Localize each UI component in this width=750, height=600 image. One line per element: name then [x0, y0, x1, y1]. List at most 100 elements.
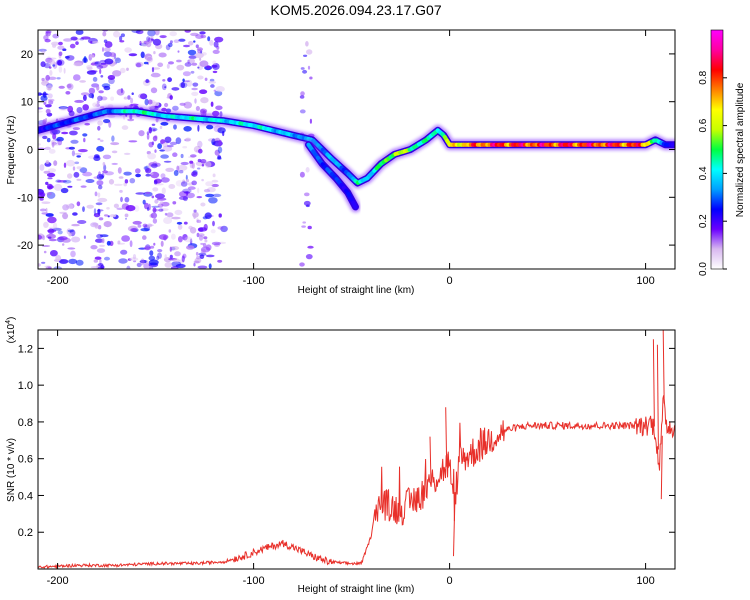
- noise-streak-speckle: [145, 168, 152, 174]
- snr-y-label: SNR (10 * v/v): [6, 438, 17, 502]
- noise-streak-speckle: [300, 67, 305, 70]
- noise-speckle: [169, 141, 178, 146]
- noise-streak-speckle: [306, 49, 313, 55]
- noise-speckle: [163, 160, 172, 163]
- noise-speckle: [199, 89, 208, 94]
- noise-speckle: [67, 173, 73, 179]
- noise-speckle: [179, 102, 186, 106]
- noise-speckle: [191, 91, 199, 96]
- noise-speckle: [165, 167, 175, 172]
- noise-speckle: [68, 110, 75, 117]
- noise-speckle: [160, 208, 164, 212]
- noise-speckle: [102, 31, 107, 37]
- noise-speckle: [169, 40, 173, 44]
- noise-speckle: [160, 173, 166, 179]
- noise-streak-speckle: [45, 104, 52, 108]
- noise-streak-speckle: [197, 75, 204, 80]
- noise-streak-speckle: [194, 98, 197, 104]
- noise-streak-speckle: [95, 202, 103, 206]
- snr-plot-area: [38, 330, 675, 569]
- noise-speckle: [102, 154, 112, 160]
- noise-speckle: [171, 216, 181, 220]
- noise-speckle: [135, 62, 142, 68]
- noise-speckle: [40, 192, 46, 197]
- noise-speckle: [80, 36, 91, 40]
- noise-speckle: [161, 83, 167, 91]
- noise-speckle: [213, 41, 219, 48]
- noise-speckle: [47, 93, 53, 99]
- noise-streak-speckle: [41, 50, 46, 56]
- noise-speckle: [183, 101, 192, 109]
- noise-speckle: [109, 52, 116, 58]
- noise-speckle: [162, 79, 166, 82]
- noise-speckle: [76, 155, 81, 158]
- noise-streak-speckle: [299, 95, 305, 99]
- noise-speckle: [70, 139, 79, 144]
- noise-speckle: [206, 124, 214, 130]
- noise-speckle: [164, 136, 172, 143]
- noise-speckle: [64, 55, 70, 59]
- noise-speckle: [159, 201, 164, 205]
- noise-speckle: [58, 106, 68, 110]
- noise-speckle: [83, 235, 86, 239]
- noise-streak-speckle: [152, 218, 158, 224]
- noise-speckle: [90, 245, 98, 250]
- noise-streak-speckle: [150, 212, 158, 219]
- y-tick-label: 0.2: [18, 527, 33, 539]
- snr-frame: [37, 329, 676, 570]
- noise-streak-speckle: [46, 192, 52, 196]
- noise-speckle: [129, 178, 136, 184]
- noise-speckle: [58, 41, 63, 46]
- noise-speckle: [140, 258, 145, 266]
- noise-streak-speckle: [97, 95, 103, 102]
- spectrogram-x-label: Height of straight line (km): [298, 285, 415, 296]
- noise-speckle: [57, 180, 67, 183]
- noise-streak-speckle: [198, 227, 204, 232]
- noise-speckle: [51, 141, 55, 148]
- noise-speckle: [186, 192, 195, 199]
- noise-speckle: [111, 162, 118, 165]
- noise-speckle: [164, 86, 167, 89]
- noise-speckle: [174, 251, 181, 257]
- noise-speckle: [123, 171, 132, 176]
- noise-streak-speckle: [93, 213, 101, 218]
- spectrogram-y-label: Frequency (Hz): [6, 116, 17, 185]
- noise-speckle: [53, 183, 63, 191]
- noise-speckle: [110, 142, 120, 146]
- colorbar-frame: [710, 29, 724, 270]
- noise-speckle: [68, 258, 78, 265]
- noise-speckle: [188, 58, 195, 64]
- noise-speckle: [104, 41, 113, 48]
- noise-streak-speckle: [143, 246, 151, 251]
- x-tick-label: 0: [447, 275, 453, 287]
- noise-speckle: [58, 51, 63, 57]
- noise-speckle: [39, 197, 44, 201]
- noise-speckle: [147, 30, 156, 37]
- noise-speckle: [119, 35, 123, 42]
- noise-speckle: [86, 66, 93, 71]
- noise-speckle: [155, 193, 165, 199]
- noise-streak-speckle: [153, 180, 158, 185]
- noise-speckle: [47, 57, 57, 60]
- noise-speckle: [116, 207, 124, 210]
- noise-speckle: [190, 154, 197, 158]
- noise-speckle: [103, 164, 107, 171]
- noise-speckle: [217, 127, 226, 134]
- noise-speckle: [51, 41, 60, 46]
- noise-streak-speckle: [97, 138, 101, 141]
- noise-streak-speckle: [42, 135, 48, 140]
- noise-speckle: [188, 41, 194, 46]
- noise-speckle: [170, 246, 180, 251]
- noise-speckle: [76, 166, 82, 170]
- noise-streak-speckle: [45, 118, 48, 123]
- noise-speckle: [212, 70, 218, 74]
- snr-spike: [445, 407, 448, 467]
- noise-speckle: [123, 152, 131, 155]
- noise-speckle: [57, 139, 63, 146]
- noise-speckle: [214, 36, 224, 43]
- noise-speckle: [118, 176, 124, 179]
- noise-speckle: [180, 82, 186, 88]
- noise-speckle: [62, 243, 65, 246]
- noise-speckle: [172, 201, 177, 205]
- noise-speckle: [177, 164, 188, 171]
